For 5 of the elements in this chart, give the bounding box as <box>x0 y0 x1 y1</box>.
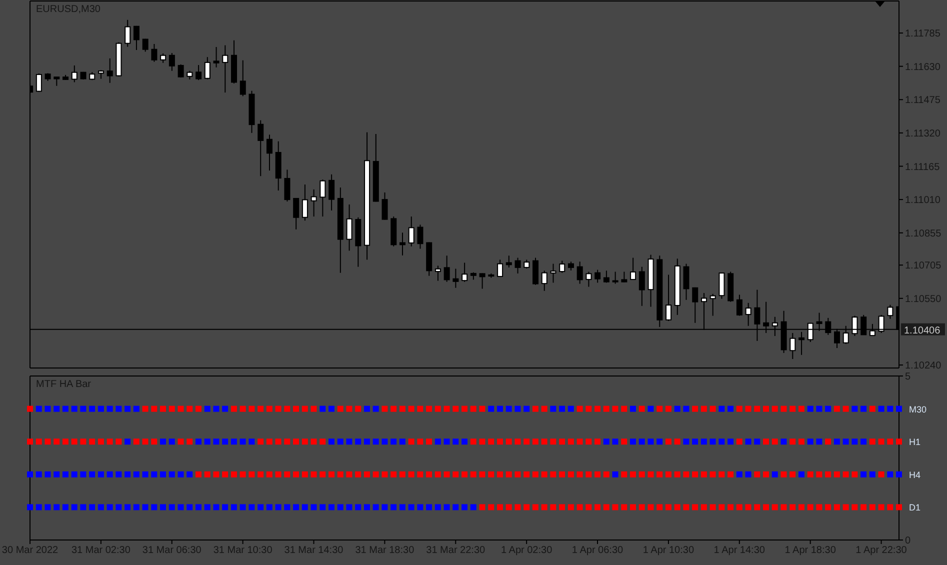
series-label: M30 <box>909 404 927 414</box>
series-label: H4 <box>909 470 921 480</box>
ref-line-label: 1.10406 <box>904 325 941 336</box>
series-label: D1 <box>909 502 921 513</box>
series-label: H1 <box>909 437 921 448</box>
